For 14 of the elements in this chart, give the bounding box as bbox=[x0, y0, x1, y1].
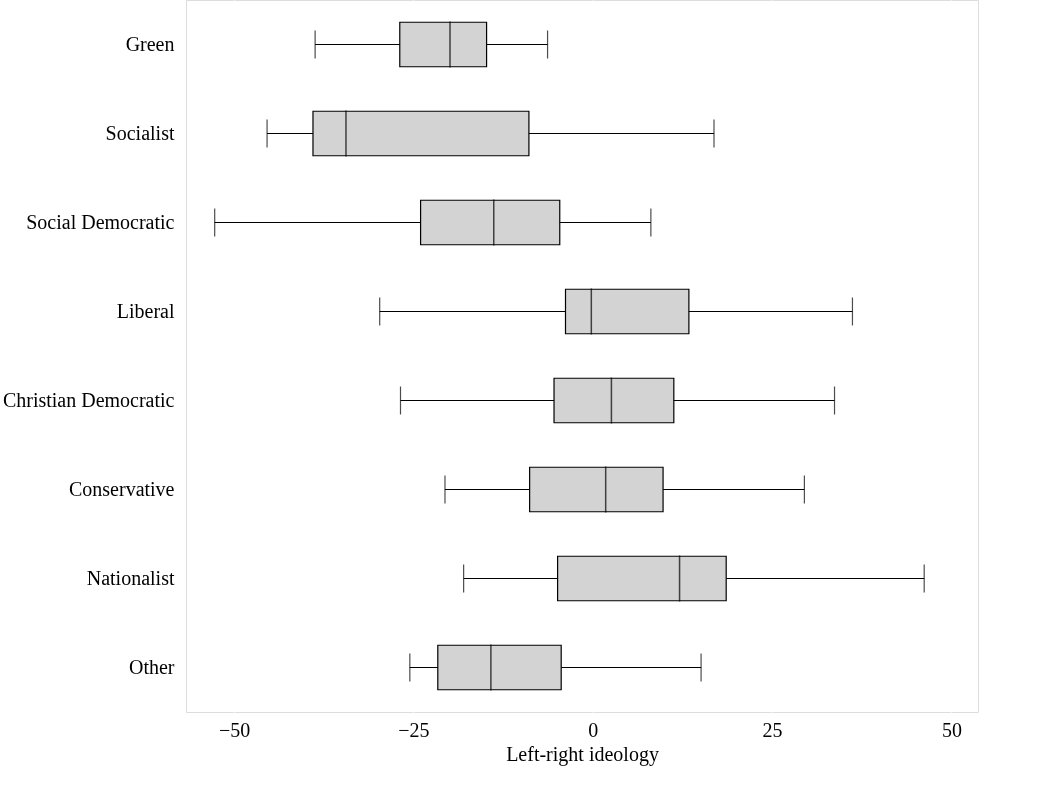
y-tick-label: Social Democratic bbox=[26, 210, 175, 233]
y-tick-label: Other bbox=[128, 655, 175, 678]
y-tick-label: Nationalist bbox=[86, 566, 175, 589]
x-tick-label: −25 bbox=[398, 718, 430, 741]
x-tick-label: 25 bbox=[762, 718, 783, 741]
y-tick-label: Liberal bbox=[116, 299, 175, 322]
y-tick-label: Christian Democratic bbox=[2, 388, 175, 411]
x-tick-label: −50 bbox=[218, 718, 251, 741]
x-tick-label: 50 bbox=[941, 718, 962, 741]
x-tick-label: 0 bbox=[588, 718, 599, 741]
y-tick-label: Green bbox=[125, 32, 175, 55]
x-axis-title: Left-right ideology bbox=[506, 742, 659, 766]
y-tick-label: Conservative bbox=[68, 477, 175, 500]
y-tick-label: Socialist bbox=[105, 121, 175, 144]
